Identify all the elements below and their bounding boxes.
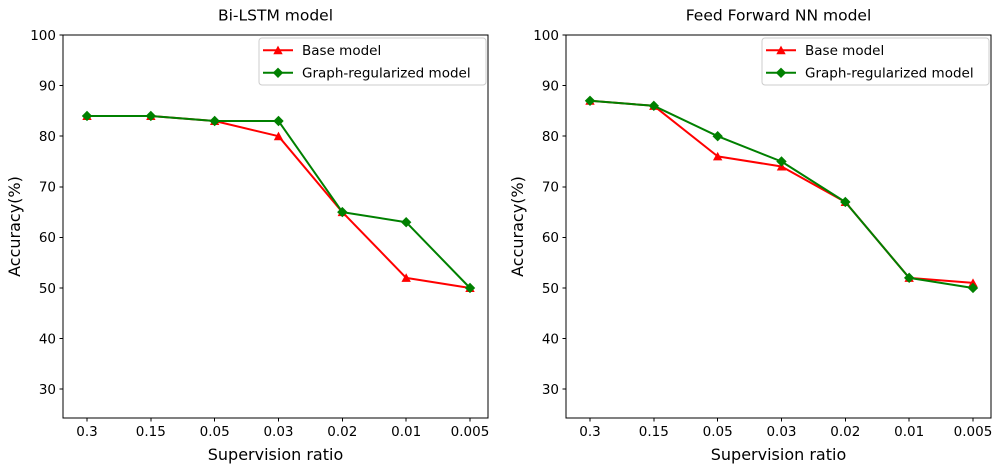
y-tick-label: 40 <box>542 331 559 347</box>
diamond-marker-graph-regularized-model <box>81 110 93 122</box>
legend-box <box>258 37 487 86</box>
diamond-marker-graph-regularized-model <box>648 100 660 112</box>
y-tick-label: 30 <box>542 382 559 398</box>
y-tick-label: 40 <box>39 331 56 347</box>
y-tick-label: 90 <box>39 78 56 94</box>
x-tick-label: 0.01 <box>391 424 421 440</box>
diamond-marker-graph-regularized-model <box>840 196 851 208</box>
diamond-marker-graph-regularized-model <box>776 156 787 167</box>
chart-feed-forward-nn-model: Feed Forward NN model 30 40 50 60 70 80 90 100 0.… <box>503 0 1006 470</box>
y-tick-label: 90 <box>542 78 559 94</box>
y-tick-label: 100 <box>533 28 559 44</box>
y-tick-label: 60 <box>542 230 559 246</box>
y-tick-label: 70 <box>542 180 559 196</box>
x-tick-label: 0.3 <box>579 424 600 440</box>
x-tick-label: 0.3 <box>76 424 97 440</box>
x-tick-label: 0.03 <box>263 424 293 440</box>
x-tick-label: 0.03 <box>766 424 796 440</box>
diamond-marker-graph-regularized-model <box>145 110 157 122</box>
y-tick-label: 100 <box>30 28 56 44</box>
x-tick-label: 0.005 <box>451 424 490 440</box>
y-tick-label: 80 <box>39 129 56 145</box>
triangle-up-marker-base-model <box>712 151 723 161</box>
x-tick-label: 0.02 <box>327 424 357 440</box>
triangle-up-marker-base-model <box>273 131 284 141</box>
y-tick-label: 70 <box>39 180 56 196</box>
y-tick-label: 80 <box>542 129 559 145</box>
x-tick-label: 0.005 <box>954 424 993 440</box>
x-tick-label: 0.15 <box>136 424 166 440</box>
y-tick-label: 60 <box>39 230 56 246</box>
legend-label-graph-regularized-model: Graph-regularized model <box>302 66 471 82</box>
plot-frame <box>62 34 489 419</box>
y-tick-label: 50 <box>39 281 56 297</box>
diamond-marker-graph-regularized-model <box>464 282 476 294</box>
chart-bi-lstm-model: Bi-LSTM model 30 40 50 60 70 80 90 100 0.3 0.15 0.0… <box>5 7 490 465</box>
chart-canvas: Feed Forward NN model 30 40 50 60 70 80 90 100 0.… <box>508 7 993 465</box>
diamond-marker-graph-regularized-model <box>273 115 284 127</box>
x-tick-label: 0.05 <box>703 424 733 440</box>
chart-title: Feed Forward NN model <box>686 7 872 25</box>
triangle-up-marker-base-model <box>401 273 411 282</box>
x-tick-label: 0.15 <box>639 424 669 440</box>
legend-diamond-marker <box>272 67 284 78</box>
y-tick-label: 50 <box>542 281 559 297</box>
legend-label-graph-regularized-model: Graph-regularized model <box>805 66 974 82</box>
legend-diamond-marker <box>775 67 787 78</box>
y-tick-label: 30 <box>39 382 56 398</box>
legend-label-base-model: Base model <box>302 43 381 59</box>
legend-label-base-model: Base model <box>805 43 884 59</box>
legend: Base model Graph-regularized model <box>761 37 990 86</box>
x-tick-label: 0.02 <box>830 424 860 440</box>
y-axis-label: Accuracy(%) <box>5 176 24 277</box>
x-tick-label: 0.01 <box>894 424 924 440</box>
x-axis-label: Supervision ratio <box>208 445 343 464</box>
triangle-up-marker-base-model <box>968 278 978 287</box>
series-line-base-model <box>589 99 974 284</box>
legend-triangle-up-marker <box>273 45 283 55</box>
legend: Base model Graph-regularized model <box>258 37 487 86</box>
x-axis-label: Supervision ratio <box>711 445 846 464</box>
y-axis-label: Accuracy(%) <box>508 176 527 277</box>
plot-frame <box>565 34 992 419</box>
series-line-base-model <box>86 115 471 289</box>
series-line-graph-regularized-model <box>589 99 974 289</box>
legend-box <box>761 37 990 86</box>
chart-canvas: Bi-LSTM model 30 40 50 60 70 80 90 100 0.3 0.15 0.0… <box>5 7 490 465</box>
chart-title: Bi-LSTM model <box>218 7 333 25</box>
diamond-marker-graph-regularized-model <box>712 130 723 142</box>
diamond-marker-graph-regularized-model <box>400 216 412 228</box>
diamond-marker-graph-regularized-model <box>209 115 220 127</box>
diamond-marker-graph-regularized-model <box>584 95 596 106</box>
series-line-graph-regularized-model <box>86 115 471 289</box>
x-tick-label: 0.05 <box>200 424 230 440</box>
legend-triangle-up-marker <box>776 45 786 55</box>
diamond-marker-graph-regularized-model <box>337 206 348 218</box>
diamond-marker-graph-regularized-model <box>967 282 979 294</box>
